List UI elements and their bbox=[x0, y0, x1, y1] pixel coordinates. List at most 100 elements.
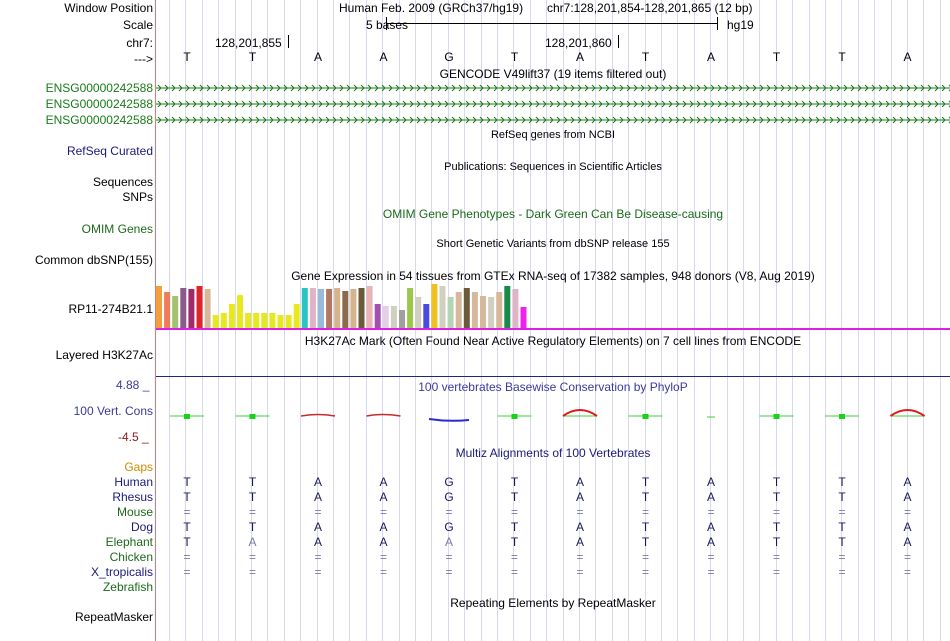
species-base: T bbox=[772, 520, 781, 534]
gene-strand-chevron bbox=[381, 100, 386, 108]
gene-strand-chevron bbox=[276, 84, 281, 92]
gene-strand-chevron bbox=[934, 116, 939, 124]
h3k27ac-label[interactable]: Layered H3K27Ac bbox=[55, 348, 153, 362]
repeatmasker-label[interactable]: RepeatMasker bbox=[74, 610, 153, 624]
species-base: A bbox=[706, 535, 715, 549]
phylop-label[interactable]: 100 Vert. Cons bbox=[73, 404, 153, 418]
omim-label[interactable]: OMIM Genes bbox=[81, 222, 153, 236]
base-letter: A bbox=[575, 50, 584, 64]
species-base: = bbox=[379, 565, 387, 579]
gencode-gene-1[interactable]: ENSG00000242588 bbox=[45, 81, 153, 95]
gene-strand-chevron bbox=[213, 100, 218, 108]
refseq-label[interactable]: RefSeq Curated bbox=[66, 144, 153, 158]
species-label[interactable]: X_tropicalis bbox=[90, 565, 153, 579]
gene-strand-chevron bbox=[633, 100, 638, 108]
gene-strand-chevron bbox=[213, 116, 218, 124]
gene-strand-chevron bbox=[262, 84, 267, 92]
gene-strand-chevron bbox=[339, 84, 344, 92]
species-base: A bbox=[248, 535, 257, 549]
gene-strand-chevron bbox=[402, 100, 407, 108]
gene-strand-chevron bbox=[626, 84, 631, 92]
gene-strand-chevron bbox=[409, 100, 414, 108]
gene-strand-chevron bbox=[899, 116, 904, 124]
gene-strand-chevron bbox=[682, 116, 687, 124]
gtex-bar bbox=[212, 315, 219, 328]
gene-strand-chevron bbox=[437, 116, 442, 124]
gencode-gene-2[interactable]: ENSG00000242588 bbox=[45, 97, 153, 111]
gene-strand-chevron bbox=[479, 100, 484, 108]
phylop-title[interactable]: 100 vertebrates Basewise Conservation by… bbox=[418, 380, 688, 394]
gene-strand-chevron bbox=[829, 100, 834, 108]
repeatmasker-title[interactable]: Repeating Elements by RepeatMasker bbox=[450, 596, 656, 610]
snps-label[interactable]: SNPs bbox=[122, 190, 153, 204]
dbsnp-title[interactable]: Short Genetic Variants from dbSNP releas… bbox=[436, 238, 670, 250]
gene-strand-chevron bbox=[920, 100, 925, 108]
sequences-label[interactable]: Sequences bbox=[92, 175, 153, 189]
species-label[interactable]: Human bbox=[114, 475, 153, 489]
gene-strand-chevron bbox=[528, 100, 533, 108]
species-base: = bbox=[576, 505, 584, 519]
species-label[interactable]: Mouse bbox=[116, 505, 153, 519]
phylop-signal[interactable] bbox=[156, 398, 950, 438]
gene-strand-chevron bbox=[290, 100, 295, 108]
gtex-gene-label[interactable]: RP11-274B21.1 bbox=[68, 302, 153, 316]
gencode-title[interactable]: GENCODE V49lift37 (19 items filtered out… bbox=[439, 67, 667, 81]
refseq-title[interactable]: RefSeq genes from NCBI bbox=[490, 129, 616, 141]
coord-tick-1: 128,201,855 bbox=[215, 36, 282, 50]
gene-strand-chevron bbox=[717, 84, 722, 92]
gtex-title[interactable]: Gene Expression in 54 tissues from GTEx … bbox=[291, 269, 815, 283]
gene-strand-chevron bbox=[381, 84, 386, 92]
gene-strand-chevron bbox=[801, 116, 806, 124]
gene-strand-chevron bbox=[822, 84, 827, 92]
position-coords[interactable]: chr7:128,201,854-128,201,865 (12 bp) bbox=[547, 1, 753, 15]
gene-strand-chevron bbox=[626, 116, 631, 124]
species-base: = bbox=[838, 550, 846, 564]
gene-strand-chevron bbox=[521, 116, 526, 124]
gene-strand-chevron bbox=[423, 116, 428, 124]
gene-strand-chevron bbox=[605, 100, 610, 108]
gene-strand-chevron bbox=[465, 116, 470, 124]
grid-line bbox=[841, 0, 842, 641]
gene-strand-chevron bbox=[668, 84, 673, 92]
gene-strand-chevron bbox=[829, 84, 834, 92]
gene-strand-chevron bbox=[577, 116, 582, 124]
gencode-gene-3[interactable]: ENSG00000242588 bbox=[45, 113, 153, 127]
gene-strand-chevron bbox=[780, 116, 785, 124]
gtex-bar-chart[interactable] bbox=[156, 283, 950, 330]
species-base: = bbox=[379, 505, 387, 519]
gene-strand-chevron bbox=[598, 100, 603, 108]
gene-strand-chevron bbox=[234, 84, 239, 92]
gene-strand-chevron bbox=[367, 100, 372, 108]
h3k27ac-title[interactable]: H3K27Ac Mark (Often Found Near Active Re… bbox=[304, 334, 802, 348]
species-base: A bbox=[903, 535, 912, 549]
gtex-bar bbox=[204, 289, 211, 328]
gene-strand-chevron bbox=[738, 100, 743, 108]
omim-title[interactable]: OMIM Gene Phenotypes - Dark Green Can Be… bbox=[382, 207, 724, 221]
publications-title[interactable]: Publications: Sequences in Scientific Ar… bbox=[444, 161, 662, 173]
gene-strand-chevron bbox=[570, 116, 575, 124]
phylop-score-block bbox=[642, 414, 649, 419]
gene-strand-chevron bbox=[927, 100, 932, 108]
gencode-gene-arrows[interactable] bbox=[156, 80, 950, 128]
gene-strand-chevron bbox=[745, 100, 750, 108]
species-base: = bbox=[576, 565, 584, 579]
base-letter: T bbox=[183, 50, 191, 64]
base-letter: A bbox=[903, 50, 912, 64]
species-label[interactable]: Elephant bbox=[105, 535, 153, 549]
species-base: = bbox=[510, 565, 518, 579]
gtex-bar bbox=[431, 284, 438, 328]
assembly-name: Human Feb. 2009 (GRCh37/hg19) bbox=[339, 1, 524, 15]
gene-strand-chevron bbox=[332, 84, 337, 92]
phylop-peak bbox=[562, 409, 598, 417]
species-label[interactable]: Chicken bbox=[109, 550, 153, 564]
gene-strand-chevron bbox=[689, 116, 694, 124]
dbsnp-label[interactable]: Common dbSNP(155) bbox=[34, 253, 153, 267]
gene-strand-chevron bbox=[773, 100, 778, 108]
species-label[interactable]: Zebrafish bbox=[102, 580, 153, 594]
gene-strand-chevron bbox=[920, 84, 925, 92]
species-base: T bbox=[838, 520, 846, 534]
multiz-title[interactable]: Multiz Alignments of 100 Vertebrates bbox=[455, 446, 651, 460]
species-label[interactable]: Rhesus bbox=[112, 490, 153, 504]
species-label[interactable]: Dog bbox=[130, 520, 153, 534]
species-base: = bbox=[707, 565, 715, 579]
